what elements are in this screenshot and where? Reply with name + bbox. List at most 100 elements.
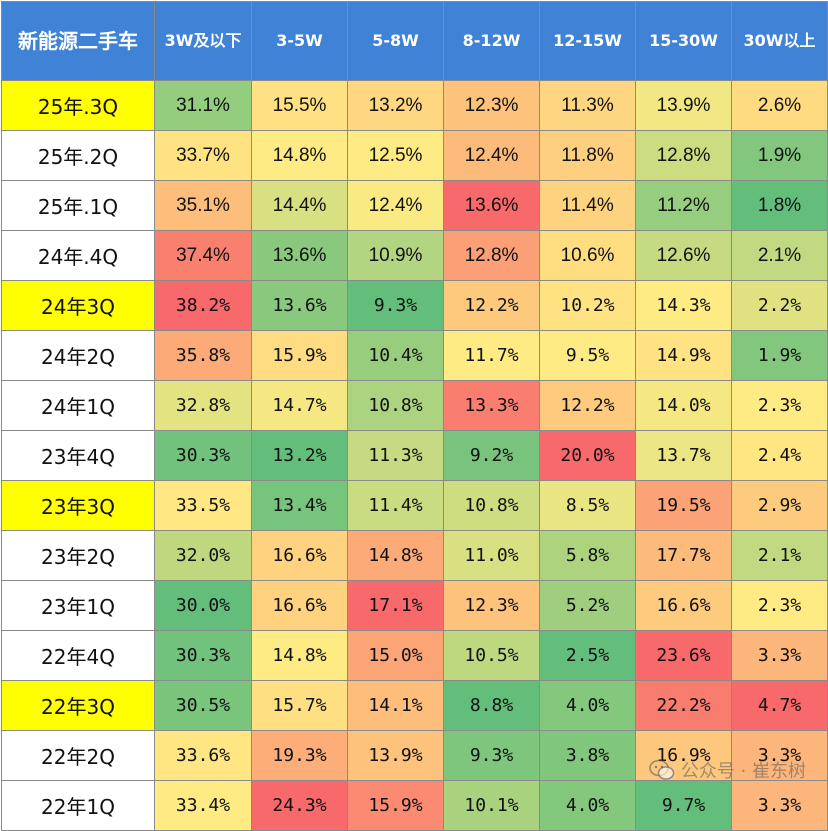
heatmap-cell: 9.3% [443, 730, 540, 781]
heatmap-cell: 9.2% [443, 430, 540, 481]
heatmap-cell: 4.7% [731, 680, 828, 731]
table-row: 25年.1Q 35.1% 14.4% 12.4% 13.6% 11.4% 11.2% 1.8% [1, 180, 828, 231]
heatmap-cell: 10.4% [347, 330, 444, 381]
heatmap-cell: 10.9% [347, 230, 444, 281]
heatmap-cell: 16.6% [251, 530, 348, 581]
heatmap-cell: 13.3% [443, 380, 540, 431]
column-header: 12-15W [539, 1, 636, 81]
row-label: 25年.2Q [1, 130, 155, 181]
table-row: 24年.4Q 37.4% 13.6% 10.9% 12.8% 10.6% 12.6% 2.1% [1, 230, 828, 281]
table-row: 23年1Q 30.0% 16.6% 17.1% 12.3% 5.2% 16.6% 2.3% [1, 580, 828, 631]
heatmap-cell: 14.3% [635, 280, 732, 331]
heatmap-cell: 10.5% [443, 630, 540, 681]
heatmap-cell: 16.6% [251, 580, 348, 631]
heatmap-cell: 10.6% [539, 230, 636, 281]
heatmap-cell: 3.8% [539, 730, 636, 781]
heatmap-cell: 12.3% [443, 580, 540, 631]
column-header: 15-30W [635, 1, 732, 81]
heatmap-cell: 14.8% [251, 130, 348, 181]
table-row: 23年3Q 33.5% 13.4% 11.4% 10.8% 8.5% 19.5% 2.9% [1, 480, 828, 531]
column-header: 3W及以下 [154, 1, 252, 81]
column-header: 3-5W [251, 1, 348, 81]
heatmap-cell: 16.6% [635, 580, 732, 631]
heatmap-cell: 9.3% [347, 280, 444, 331]
heatmap-cell: 35.8% [154, 330, 252, 381]
heatmap-cell: 32.0% [154, 530, 252, 581]
heatmap-cell: 14.4% [251, 180, 348, 231]
heatmap-cell: 8.5% [539, 480, 636, 531]
heatmap-cell: 14.1% [347, 680, 444, 731]
heatmap-cell: 11.2% [635, 180, 732, 231]
heatmap-cell: 12.4% [347, 180, 444, 231]
heatmap-cell: 15.0% [347, 630, 444, 681]
heatmap-cell: 2.2% [731, 280, 828, 331]
row-label: 24年3Q [1, 280, 155, 331]
heatmap-cell: 1.9% [731, 130, 828, 181]
heatmap-cell: 14.9% [635, 330, 732, 381]
row-label: 22年4Q [1, 630, 155, 681]
heatmap-cell: 12.8% [635, 130, 732, 181]
heatmap-cell: 2.1% [731, 230, 828, 281]
heatmap-cell: 11.3% [347, 430, 444, 481]
heatmap-cell: 30.5% [154, 680, 252, 731]
heatmap-cell: 3.3% [731, 730, 828, 781]
heatmap-cell: 16.9% [635, 730, 732, 781]
table-row: 24年2Q 35.8% 15.9% 10.4% 11.7% 9.5% 14.9% 1.9% [1, 330, 828, 381]
heatmap-cell: 2.1% [731, 530, 828, 581]
row-label: 24年.4Q [1, 230, 155, 281]
heatmap-cell: 33.5% [154, 480, 252, 531]
heatmap-cell: 5.2% [539, 580, 636, 631]
heatmap-cell: 2.3% [731, 580, 828, 631]
heatmap-cell: 14.8% [251, 630, 348, 681]
heatmap-cell: 35.1% [154, 180, 252, 231]
heatmap-cell: 10.2% [539, 280, 636, 331]
heatmap-cell: 19.5% [635, 480, 732, 531]
table-row: 22年2Q 33.6% 19.3% 13.9% 9.3% 3.8% 16.9% 3.3% [1, 730, 828, 781]
heatmap-cell: 13.6% [251, 280, 348, 331]
heatmap-cell: 22.2% [635, 680, 732, 731]
heatmap-cell: 33.4% [154, 780, 252, 831]
heatmap-cell: 14.8% [347, 530, 444, 581]
heatmap-cell: 9.5% [539, 330, 636, 381]
heatmap-cell: 13.6% [251, 230, 348, 281]
heatmap-cell: 33.6% [154, 730, 252, 781]
heatmap-cell: 12.3% [443, 80, 540, 131]
heatmap-cell: 12.5% [347, 130, 444, 181]
heatmap-cell: 11.0% [443, 530, 540, 581]
heatmap-cell: 14.7% [251, 380, 348, 431]
table-row: 24年1Q 32.8% 14.7% 10.8% 13.3% 12.2% 14.0% 2.3% [1, 380, 828, 431]
heatmap-cell: 13.9% [347, 730, 444, 781]
row-label: 24年2Q [1, 330, 155, 381]
heatmap-cell: 23.6% [635, 630, 732, 681]
column-header: 30W以上 [731, 1, 828, 81]
row-label: 24年1Q [1, 380, 155, 431]
heatmap-cell: 12.6% [635, 230, 732, 281]
heatmap-cell: 13.7% [635, 430, 732, 481]
corner-header: 新能源二手车 [1, 1, 155, 81]
heatmap-cell: 37.4% [154, 230, 252, 281]
heatmap-cell: 4.0% [539, 680, 636, 731]
table-row: 22年3Q 30.5% 15.7% 14.1% 8.8% 4.0% 22.2% 4.7% [1, 680, 828, 731]
header-row: 新能源二手车 3W及以下 3-5W 5-8W 8-12W 12-15W 15-3… [1, 1, 828, 81]
heatmap-cell: 2.3% [731, 380, 828, 431]
heatmap-cell: 10.8% [347, 380, 444, 431]
table-row: 23年4Q 30.3% 13.2% 11.3% 9.2% 20.0% 13.7% 2.4% [1, 430, 828, 481]
heatmap-cell: 30.3% [154, 630, 252, 681]
row-label: 23年3Q [1, 480, 155, 531]
heatmap-cell: 17.7% [635, 530, 732, 581]
heatmap-cell: 10.8% [443, 480, 540, 531]
heatmap-cell: 1.8% [731, 180, 828, 231]
heatmap-cell: 2.4% [731, 430, 828, 481]
heatmap-cell: 15.5% [251, 80, 348, 131]
column-header: 5-8W [347, 1, 444, 81]
heatmap-cell: 11.7% [443, 330, 540, 381]
heatmap-cell: 4.0% [539, 780, 636, 831]
table-body: 25年.3Q 31.1% 15.5% 13.2% 12.3% 11.3% 13.9% 2.6%… [1, 80, 828, 831]
heatmap-cell: 2.6% [731, 80, 828, 131]
heatmap-cell: 10.1% [443, 780, 540, 831]
heatmap-cell: 15.9% [347, 780, 444, 831]
row-label: 22年3Q [1, 680, 155, 731]
heatmap-cell: 33.7% [154, 130, 252, 181]
